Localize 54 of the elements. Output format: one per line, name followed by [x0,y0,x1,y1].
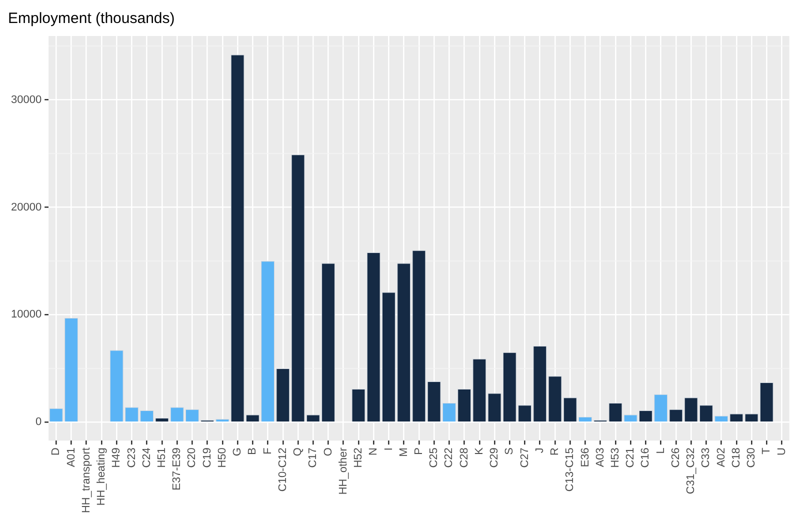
x-tick-label: C10-C12 [276,448,289,492]
x-tick-label: A02 [715,448,728,468]
x-tick-label: C16 [640,448,652,468]
x-tick-label: H50 [216,448,228,468]
x-tick-label: T [760,447,773,454]
x-tick-label: C22 [443,448,456,468]
x-tick-label: C20 [186,448,198,468]
x-tick-label: F [262,447,274,454]
x-tick-label: A01 [65,448,78,468]
x-tick-label: D [50,448,62,456]
x-tick-label: C29 [488,448,501,468]
x-tick-label: E36 [579,448,592,468]
x-tick-label: R [549,448,562,456]
x-tick-label: U [776,448,788,456]
x-tick-label: HH_heating [96,448,108,506]
x-tick-label: P [412,448,425,455]
x-tick-label: O [322,447,334,456]
x-tick-label: C13-C15 [564,448,576,492]
x-tick-label: H53 [610,448,622,468]
x-tick-label: J [534,448,546,454]
x-tick-label: L [654,448,667,454]
x-tick-label: G [232,448,244,456]
x-tick-label: C17 [307,448,320,468]
x-tick-label: C28 [458,448,470,468]
x-tick-label: C24 [140,448,153,468]
x-tick-label: N [368,448,380,456]
x-tick-label: C23 [126,448,138,468]
x-tick-label: C27 [518,448,531,468]
x-tick-label: C25 [428,448,440,468]
x-tick-label: I [382,448,395,451]
x-tick-label: C30 [746,448,758,468]
x-tick-label: Q [292,447,304,456]
x-tick-label: C21 [624,448,637,468]
x-tick-label: C18 [730,448,742,468]
y-tick-label: 0 [35,416,42,428]
y-tick-label: 10000 [10,308,42,321]
x-tick-label: C33 [700,448,712,468]
x-tick-label: E37-E39 [171,448,184,490]
x-tick-label: H52 [352,448,365,468]
x-tick-label: H51 [156,448,168,468]
x-tick-label: C31_C32 [685,448,698,494]
x-tick-label: HH_transport [80,448,92,514]
x-tick-label: H49 [110,448,123,468]
y-tick-label: 20000 [10,201,42,214]
x-tick-label: M [398,448,410,457]
x-tick-label: B [246,448,259,455]
x-tick-label: C26 [670,448,682,468]
x-tick-label: K [473,446,486,455]
x-tick-label: A03 [594,448,606,468]
x-tick-label: HH_other [337,447,350,495]
x-tick-label: S [504,448,516,455]
chart-title: Employment (thousands) [8,10,175,28]
x-tick-label: C19 [201,448,214,468]
y-tick-label: 30000 [10,94,42,106]
